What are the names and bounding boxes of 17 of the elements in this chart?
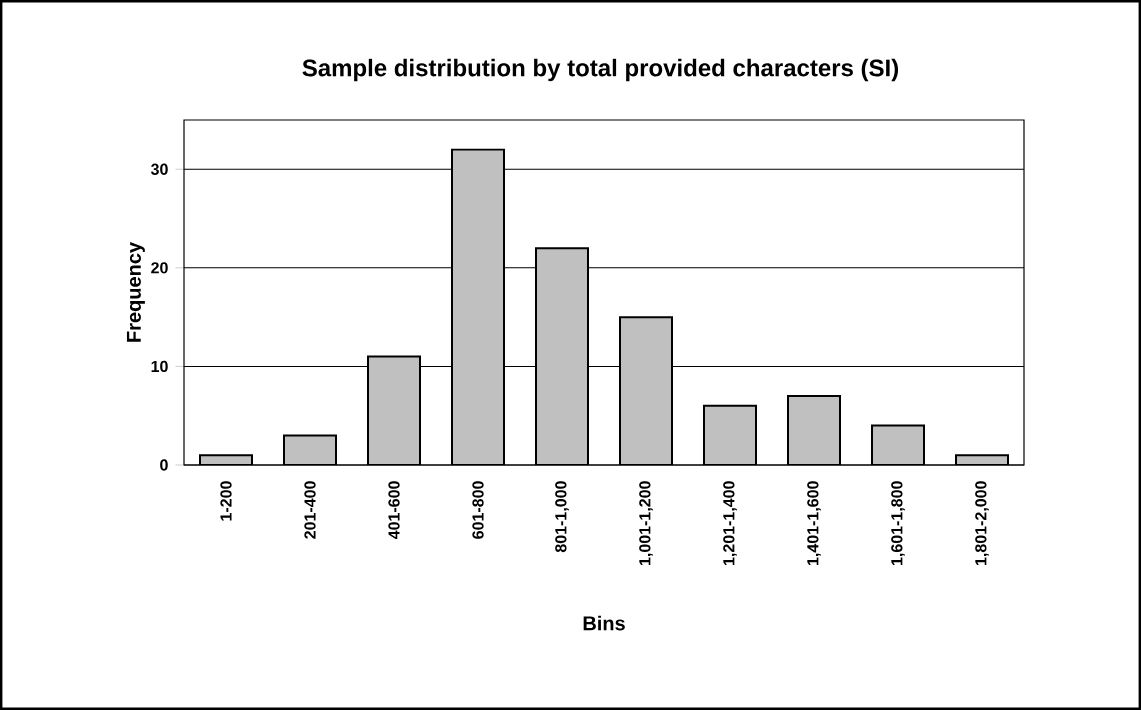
x-tick-label: 401-600	[388, 481, 400, 540]
y-axis-title: Frequency	[126, 242, 145, 342]
x-tick-label: 1-200	[220, 481, 232, 521]
x-axis-title: Bins	[583, 615, 625, 631]
y-tick-label: 0	[160, 459, 168, 471]
x-tick-label: 1,601-1,800	[891, 481, 905, 565]
chart-title: Sample distribution by total provided characters (SI)	[302, 58, 899, 82]
x-tick-label: 801-1,000	[555, 481, 569, 553]
y-tick-label: 20	[151, 262, 168, 274]
x-tick-label: 1,001-1,200	[639, 481, 653, 565]
y-tick-label: 10	[151, 360, 168, 373]
x-tick-label: 1,401-1,600	[807, 481, 821, 565]
x-tick-label: 1,201-1,400	[723, 481, 737, 565]
x-tick-label: 601-800	[472, 481, 484, 539]
x-tick-label: 1,801-2,000	[975, 481, 989, 565]
x-tick-label: 201-400	[304, 481, 316, 539]
y-tick-label: 30	[150, 163, 168, 175]
